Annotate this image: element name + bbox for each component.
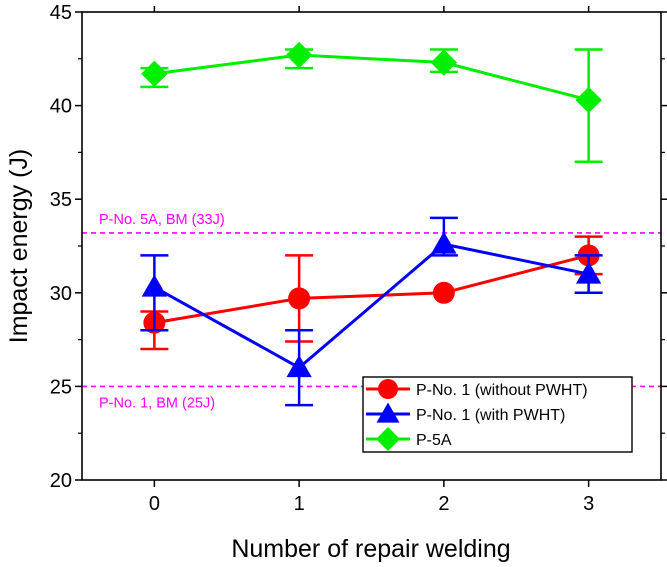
y-axis: 20 25 30 35 40 45 [50, 2, 667, 492]
legend-marker [376, 402, 400, 423]
y-tick-label: 30 [50, 283, 72, 305]
x-tick-label: 2 [438, 493, 449, 515]
data-point [575, 261, 602, 284]
x-axis: 0 1 2 3 [149, 6, 594, 515]
legend-marker [376, 427, 400, 451]
legend-marker [378, 379, 398, 399]
data-point [288, 287, 311, 310]
data-point [431, 231, 457, 254]
legend-label: P-5A [416, 432, 452, 449]
series-diamond [140, 41, 603, 164]
y-tick-label: 45 [50, 2, 72, 24]
y-axis-title: Impact energy (J) [5, 149, 33, 344]
x-tick-label: 1 [294, 493, 305, 515]
series-line [154, 53, 590, 102]
data-point [141, 274, 168, 297]
series-line [153, 242, 589, 370]
series-line [154, 253, 590, 325]
data-point [141, 60, 168, 87]
x-tick-label: 0 [149, 493, 160, 515]
data-point [286, 355, 312, 378]
legend: P-No. 1 (without PWHT) P-No. 1 (with PWHT… [362, 376, 633, 453]
legend-label: P-No. 1 (with PWHT) [416, 407, 565, 424]
reference-line-label: P-No. 1, BM (25J) [99, 395, 215, 411]
reference-line-label: P-No. 5A, BM (33J) [99, 212, 225, 228]
y-tick-label: 35 [50, 189, 72, 211]
data-point [432, 281, 455, 304]
y-tick-label: 20 [50, 470, 72, 492]
data-point [575, 86, 602, 114]
y-tick-label: 40 [50, 96, 72, 118]
x-axis-title: Number of repair welding [231, 535, 510, 563]
data-point [285, 41, 313, 69]
legend-label: P-No. 1 (without PWHT) [416, 382, 588, 399]
series-triangle [140, 216, 603, 407]
series-layer [140, 41, 603, 407]
x-tick-label: 3 [583, 493, 594, 515]
series-circle [140, 235, 603, 351]
data-point [430, 49, 458, 76]
y-tick-label: 25 [50, 376, 72, 398]
